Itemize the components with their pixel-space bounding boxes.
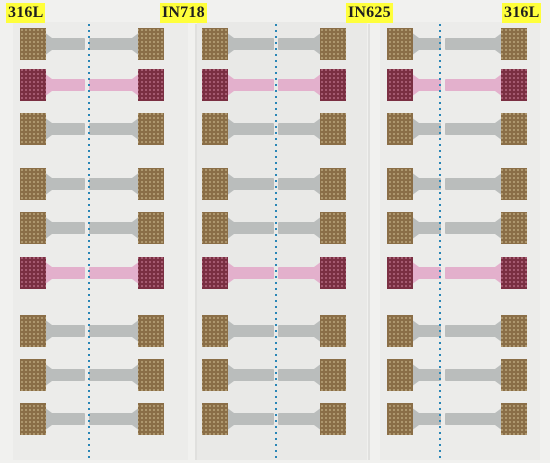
tensile-specimen: [202, 168, 346, 200]
label-316l-right: 316L: [502, 3, 542, 23]
tensile-specimen: [387, 359, 527, 391]
tensile-specimen: [387, 403, 527, 435]
tensile-specimen: [20, 403, 164, 435]
tensile-specimen: [387, 69, 527, 101]
tensile-specimen: [20, 69, 164, 101]
tensile-specimen: [20, 113, 164, 145]
label-316l-left: 316L: [6, 3, 46, 23]
tensile-specimen: [20, 212, 164, 244]
tensile-specimen: [387, 212, 527, 244]
tensile-specimen: [20, 257, 164, 289]
tensile-specimen: [202, 257, 346, 289]
tensile-specimen: [202, 212, 346, 244]
label-in625: IN625: [346, 3, 393, 23]
tensile-specimen: [20, 315, 164, 347]
tensile-specimen: [20, 359, 164, 391]
tensile-specimen: [387, 168, 527, 200]
tensile-specimen: [387, 315, 527, 347]
tensile-specimen: [202, 403, 346, 435]
tensile-specimen: [387, 113, 527, 145]
tensile-specimen: [202, 359, 346, 391]
label-in718: IN718: [160, 3, 207, 23]
tensile-specimen: [387, 28, 527, 60]
tensile-specimen: [20, 168, 164, 200]
tensile-specimen: [202, 113, 346, 145]
tensile-specimen: [202, 28, 346, 60]
tensile-specimen: [387, 257, 527, 289]
tensile-specimen: [202, 315, 346, 347]
tensile-specimen: [20, 28, 164, 60]
tensile-specimen: [202, 69, 346, 101]
